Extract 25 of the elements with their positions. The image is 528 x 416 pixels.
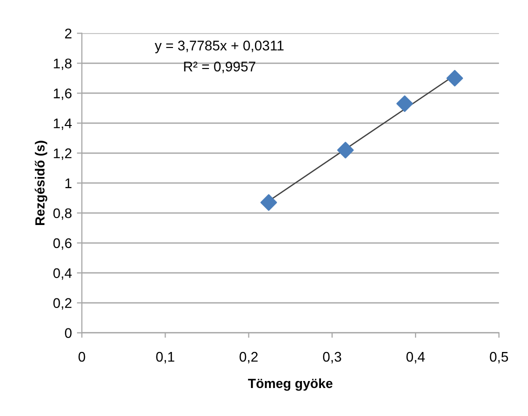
y-tick-label: 0: [64, 328, 72, 338]
y-tick-label: 1,8: [54, 58, 72, 70]
x-tick-label: 0,3: [323, 352, 342, 364]
x-tick-label: 0,4: [406, 352, 425, 364]
y-tick-label: 2: [65, 28, 72, 38]
y-tick-label: 1,2: [54, 148, 72, 160]
x-tick-label: 0,2: [240, 352, 258, 364]
x-tick-label: 0,5: [490, 352, 508, 364]
point: [396, 95, 413, 112]
point: [260, 194, 278, 211]
y-tick-label: 0,6: [53, 238, 72, 250]
annotation: R² = 0,9957: [184, 62, 256, 74]
y-tick-label: 0,2: [53, 298, 72, 310]
point: [337, 142, 354, 158]
annotation: y = 3,7785x + 0,0311: [154, 40, 284, 54]
y-tick-label: 1,6: [54, 88, 72, 100]
y-tick-label: 0,4: [53, 268, 72, 280]
y-tick-label: 1,4: [54, 118, 72, 130]
x-axis-title: Tömeg gyöke: [248, 378, 332, 391]
point: [446, 70, 464, 87]
x-tick-label: 0,1: [156, 352, 174, 364]
y-axis-title: Rezgésidő (s): [34, 140, 48, 226]
y-tick-label: 1: [65, 178, 72, 188]
x-tick-label: 0: [78, 352, 86, 362]
y-tick-label: 0,8: [53, 208, 72, 220]
